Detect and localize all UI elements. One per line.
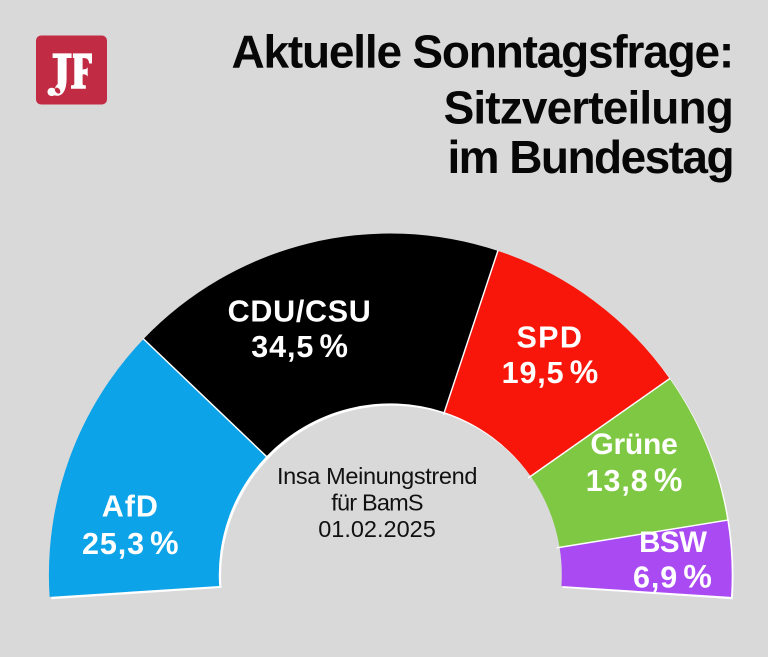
svg-text:01.02.2025: 01.02.2025 [318, 516, 436, 542]
svg-text:BSW: BSW [639, 526, 707, 559]
svg-text:Sitzverteilung: Sitzverteilung [444, 82, 733, 134]
svg-text:für BamS: für BamS [331, 489, 423, 515]
svg-text:AfD: AfD [102, 490, 159, 524]
svg-text:CDU/CSU: CDU/CSU [228, 295, 372, 329]
svg-text:34,5%: 34,5% [251, 328, 348, 364]
svg-text:Grüne: Grüne [590, 428, 677, 461]
svg-text:Aktuelle Sonntagsfrage:: Aktuelle Sonntagsfrage: [232, 25, 734, 77]
svg-text:SPD: SPD [516, 320, 583, 354]
svg-text:13,8%: 13,8% [586, 462, 683, 498]
svg-text:6,9%: 6,9% [633, 559, 712, 595]
svg-text:Insa Meinungstrend: Insa Meinungstrend [277, 463, 477, 489]
svg-text:im Bundestag: im Bundestag [447, 131, 733, 183]
svg-text:25,3%: 25,3% [82, 525, 179, 561]
svg-text:19,5%: 19,5% [502, 354, 599, 390]
